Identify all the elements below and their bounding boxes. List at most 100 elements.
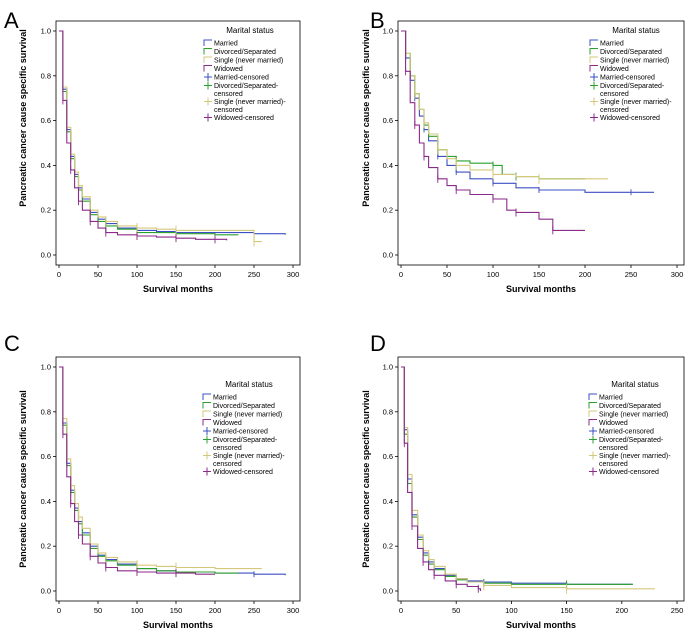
y-tick-label: 0.0 bbox=[41, 251, 51, 260]
legend-label: Married-censored bbox=[600, 75, 655, 82]
legend-line-swatch bbox=[588, 393, 597, 400]
legend-label: censored bbox=[599, 445, 628, 452]
legend-line-swatch bbox=[202, 419, 211, 426]
legend-label: censored bbox=[599, 461, 628, 468]
x-tick-label: 150 bbox=[170, 606, 183, 615]
plot-frame bbox=[55, 356, 301, 602]
y-axis-title: Pancreatic cancer cause specific surviva… bbox=[361, 390, 371, 568]
legend-label: Divorced/Separated bbox=[214, 49, 276, 56]
y-tick-label: 0.6 bbox=[383, 452, 393, 461]
legend-label: censored bbox=[213, 461, 242, 468]
x-tick-label: 50 bbox=[94, 606, 102, 615]
series-line-divorced-separated bbox=[59, 366, 239, 574]
y-tick-label: 0.8 bbox=[41, 407, 51, 416]
legend-label: Widowed-censored bbox=[214, 115, 274, 122]
survival-chart-a: A 0.0 0.2 0.4 0.6 0.8 1.0 0 50 100 150 200 250 300 Su… bbox=[4, 8, 301, 294]
y-tick-label: 1.0 bbox=[383, 27, 393, 36]
legend-label: Widowed bbox=[213, 420, 242, 427]
legend-line-swatch bbox=[203, 39, 212, 46]
x-tick-label: 0 bbox=[57, 606, 61, 615]
y-tick-label: 0.8 bbox=[41, 71, 51, 80]
legend-label: censored bbox=[213, 445, 242, 452]
legend-label: Divorced/Separated- bbox=[599, 437, 664, 444]
x-tick-label: 50 bbox=[452, 606, 460, 615]
legend-title: Marital status bbox=[611, 380, 659, 389]
y-tick-label: 1.0 bbox=[41, 27, 51, 36]
legend-line-swatch bbox=[203, 56, 212, 63]
legend-label: Divorced/Separated- bbox=[600, 83, 665, 90]
x-tick-label: 250 bbox=[248, 606, 261, 615]
y-axis-title: Pancreatic cancer cause specific surviva… bbox=[18, 390, 28, 568]
x-tick-label: 300 bbox=[287, 606, 300, 615]
legend-label: Single (never married) bbox=[213, 412, 282, 419]
legend-label: Widowed bbox=[599, 420, 628, 427]
series-line-single-never-married bbox=[59, 366, 262, 570]
legend-label: Divorced/Separated- bbox=[213, 437, 278, 444]
legend-line-swatch bbox=[203, 48, 212, 55]
panel-c-survival-chart: C 0.0 0.2 0.4 0.6 0.8 1.0 0 50 100 150 200 250 300 Su… bbox=[0, 321, 350, 642]
legend-label: censored bbox=[600, 91, 629, 98]
x-tick-label: 0 bbox=[399, 270, 403, 279]
x-axis-title: Survival months bbox=[506, 620, 576, 630]
y-tick-label: 0.8 bbox=[383, 71, 393, 80]
legend-line-swatch bbox=[588, 419, 597, 426]
x-tick-label: 100 bbox=[131, 606, 144, 615]
legend-label: Single (never married) bbox=[600, 58, 669, 65]
plot-frame bbox=[55, 20, 301, 266]
x-tick-label: 200 bbox=[209, 270, 222, 279]
x-tick-label: 300 bbox=[287, 270, 300, 279]
x-tick-label: 150 bbox=[533, 270, 546, 279]
y-tick-label: 0.8 bbox=[383, 407, 393, 416]
legend-label: Divorced/Separated bbox=[213, 403, 275, 410]
legend-label: Married bbox=[600, 41, 624, 48]
y-axis-title: Pancreatic cancer cause specific surviva… bbox=[361, 29, 371, 207]
legend-label: Widowed-censored bbox=[213, 469, 273, 476]
legend-label: Married-censored bbox=[599, 429, 654, 436]
legend-label: Divorced/Separated bbox=[599, 403, 661, 410]
legend-label: Single (never married)- bbox=[214, 99, 286, 106]
x-tick-label: 0 bbox=[57, 270, 61, 279]
x-tick-label: 100 bbox=[505, 606, 518, 615]
legend-label: Single (never married)- bbox=[600, 99, 672, 106]
survival-chart-c: C 0.0 0.2 0.4 0.6 0.8 1.0 0 50 100 150 200 250 300 Su… bbox=[4, 331, 301, 630]
series-line-single-never-married bbox=[401, 30, 608, 180]
legend-label: Single (never married) bbox=[214, 58, 283, 65]
y-tick-label: 0.2 bbox=[383, 206, 393, 215]
y-tick-label: 0.4 bbox=[383, 161, 393, 170]
legend-line-swatch bbox=[589, 65, 598, 72]
y-tick-label: 0.6 bbox=[41, 116, 51, 125]
legend-line-swatch bbox=[202, 393, 211, 400]
x-tick-label: 50 bbox=[94, 270, 102, 279]
legend-label: Married bbox=[214, 41, 238, 48]
panel-b-survival-chart: B 0.0 0.2 0.4 0.6 0.8 1.0 0 50 100 150 200 250 300 Su… bbox=[350, 0, 700, 321]
legend-line-swatch bbox=[202, 402, 211, 409]
y-tick-label: 0.0 bbox=[383, 587, 393, 596]
legend-line-swatch bbox=[203, 65, 212, 72]
x-tick-label: 150 bbox=[560, 606, 573, 615]
legend-label: Widowed bbox=[600, 66, 629, 73]
legend-line-swatch bbox=[588, 402, 597, 409]
y-tick-label: 1.0 bbox=[41, 363, 51, 372]
y-tick-label: 0.0 bbox=[383, 251, 393, 260]
plot-frame bbox=[397, 20, 685, 266]
legend-label: Widowed-censored bbox=[600, 115, 660, 122]
panel-letter: C bbox=[4, 331, 20, 356]
legend-label: censored bbox=[600, 107, 629, 114]
legend-label: censored bbox=[214, 91, 243, 98]
x-tick-label: 300 bbox=[671, 270, 684, 279]
legend-label: Divorced/Separated- bbox=[214, 83, 279, 90]
y-tick-label: 1.0 bbox=[383, 363, 393, 372]
x-tick-label: 250 bbox=[671, 606, 684, 615]
series-line-divorced-separated bbox=[59, 30, 239, 236]
series-line-widowed bbox=[59, 30, 228, 241]
series-line-widowed bbox=[59, 366, 215, 575]
y-tick-label: 0.4 bbox=[41, 497, 51, 506]
x-tick-label: 150 bbox=[170, 270, 183, 279]
y-tick-label: 0.2 bbox=[383, 542, 393, 551]
panel-a-survival-chart: A 0.0 0.2 0.4 0.6 0.8 1.0 0 50 100 150 200 250 300 Su… bbox=[0, 0, 350, 321]
legend-label: Single (never married)- bbox=[599, 453, 671, 460]
x-axis-title: Survival months bbox=[143, 620, 213, 630]
x-tick-label: 200 bbox=[579, 270, 592, 279]
y-tick-label: 0.4 bbox=[41, 161, 51, 170]
legend-label: Divorced/Separated bbox=[600, 49, 662, 56]
